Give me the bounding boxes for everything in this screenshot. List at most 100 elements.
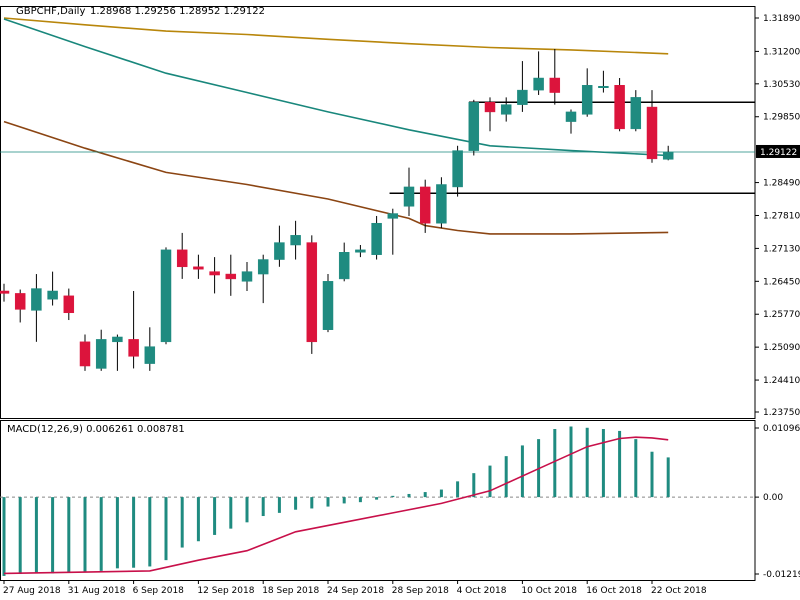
macd-histogram-bar — [51, 497, 55, 574]
price-tick-label: 1.27810 — [763, 211, 800, 221]
macd-histogram-bar — [601, 429, 605, 498]
macd-histogram-bar — [634, 439, 638, 498]
ma-upper-line — [3, 17, 669, 55]
macd-tick-label: 0.010964 — [763, 424, 800, 434]
candle-body — [209, 271, 220, 276]
ohlc-values: 1.28968 1.29256 1.28952 1.29122 — [90, 6, 265, 17]
main-panel — [0, 6, 756, 581]
ma-lower-line — [3, 120, 669, 235]
macd-histogram-bar — [553, 429, 557, 498]
macd-histogram-bar — [132, 497, 136, 568]
symbol-title: GBPCHF,Daily — [16, 6, 85, 17]
macd-histogram-bar — [294, 497, 298, 510]
macd-histogram-bar — [67, 497, 71, 573]
macd-histogram-bar — [229, 497, 233, 529]
date-tick-label: 22 Oct 2018 — [651, 586, 707, 596]
price-tick-label: 1.28490 — [763, 179, 800, 189]
macd-panel — [0, 426, 755, 576]
candle-body — [468, 101, 480, 151]
macd-histogram-bar — [277, 497, 281, 513]
macd-histogram-bar — [115, 497, 119, 569]
candle-body — [646, 106, 658, 160]
macd-histogram-bar — [148, 497, 152, 567]
date-tick-label: 10 Oct 2018 — [521, 586, 577, 596]
candle-body — [403, 186, 415, 207]
macd-histogram-bar — [2, 497, 6, 576]
macd-tick-label: -0.012197 — [763, 570, 800, 580]
date-tick-label: 28 Sep 2018 — [392, 586, 449, 596]
date-tick-label: 18 Sep 2018 — [262, 586, 319, 596]
candle-body — [533, 77, 544, 91]
macd-frame — [0, 420, 756, 581]
candle-body — [581, 85, 593, 115]
candle-body — [614, 85, 625, 130]
date-tick-label: 24 Sep 2018 — [327, 586, 384, 596]
macd-tick-label: 0.00 — [763, 493, 783, 503]
macd-histogram-bar — [391, 495, 395, 498]
candle-body — [47, 290, 58, 300]
macd-histogram-bar — [213, 497, 217, 535]
candle-body — [0, 290, 10, 294]
candle-body — [225, 273, 237, 280]
macd-histogram-bar — [326, 497, 330, 507]
price-tick-label: 1.30530 — [763, 80, 800, 90]
candle-body — [95, 339, 107, 369]
price-tick-label: 1.24410 — [763, 376, 800, 386]
price-tick-label: 1.31200 — [763, 47, 800, 57]
macd-histogram-bar — [472, 473, 476, 498]
candle-body — [517, 89, 528, 105]
candle-body — [112, 336, 123, 343]
price-tick-label: 1.27130 — [763, 244, 800, 254]
price-tick-label: 1.26450 — [763, 277, 800, 287]
candle-body — [598, 85, 609, 88]
candle-body — [79, 341, 91, 367]
current-price-label: 1.29122 — [760, 148, 797, 158]
moving-averages — [3, 17, 669, 235]
macd-histogram-bar — [666, 457, 670, 498]
date-tick-label: 4 Oct 2018 — [457, 586, 507, 596]
price-tick-label: 1.23750 — [763, 408, 800, 418]
date-tick-label: 27 Aug 2018 — [3, 586, 61, 596]
candle-body — [322, 281, 334, 330]
candle-body — [31, 288, 42, 311]
macd-histogram-bar — [310, 497, 314, 509]
candle-body — [160, 249, 172, 343]
macd-histogram-bar — [245, 497, 249, 523]
candle-body — [484, 101, 496, 113]
candles — [0, 48, 674, 371]
macd-histogram-bar — [261, 497, 265, 517]
price-tick-label: 1.25090 — [763, 343, 800, 353]
macd-histogram-bar — [569, 426, 573, 498]
macd-histogram-bar — [18, 497, 22, 575]
candle-body — [565, 111, 577, 122]
macd-histogram-bar — [618, 430, 622, 498]
macd-histogram-bar — [456, 481, 460, 498]
candle-body — [630, 97, 642, 130]
candle-body — [193, 266, 204, 270]
candle-body — [549, 77, 561, 93]
candle-body — [128, 339, 139, 357]
macd-histogram-bar — [423, 492, 427, 498]
date-tick-label: 12 Sep 2018 — [197, 586, 254, 596]
macd-histogram-bar — [358, 497, 362, 503]
macd-histogram-bar — [520, 445, 524, 498]
candle-body — [306, 242, 318, 343]
macd-histogram-bar — [164, 497, 168, 561]
candle-body — [63, 295, 75, 314]
macd-histogram-bar — [585, 427, 589, 498]
candle-body — [290, 235, 301, 246]
candle-body — [371, 222, 382, 255]
macd-histogram-bar — [99, 497, 103, 571]
candle-body — [338, 252, 350, 280]
price-tick-label: 1.31890 — [763, 14, 800, 24]
candle-body — [387, 213, 399, 219]
macd-histogram-bar — [180, 497, 184, 548]
candle-body — [144, 346, 156, 364]
candle-body — [257, 259, 269, 275]
macd-histogram-bar — [342, 497, 346, 504]
candle-body — [436, 184, 447, 224]
candle-body — [241, 271, 253, 282]
candle-body — [452, 150, 463, 188]
macd-histogram-bar — [488, 465, 492, 498]
candle-body — [274, 242, 285, 260]
